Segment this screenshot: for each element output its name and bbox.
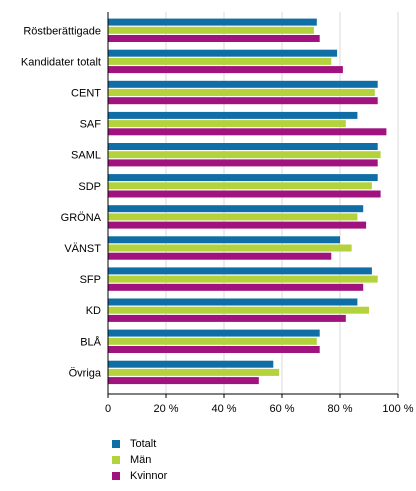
bar: [108, 89, 375, 96]
legend: Totalt Män Kvinnor: [112, 436, 167, 484]
bar: [108, 298, 358, 306]
x-axis: 0 20 % 40 % 60 % 80 % 100 %: [105, 12, 414, 415]
x-tick-label: 80 %: [327, 403, 352, 415]
x-tick-label: 0: [105, 403, 111, 415]
bar: [108, 35, 320, 42]
category-label: Övriga: [69, 367, 102, 379]
legend-swatch-totalt: [112, 440, 120, 448]
bar: [108, 337, 317, 345]
category-label: Röstberättigade: [23, 25, 101, 37]
bar: [108, 283, 364, 291]
bar: [108, 159, 378, 167]
bar: [108, 275, 378, 283]
legend-swatch-man: [112, 456, 120, 464]
bar: [108, 174, 378, 182]
bar: [108, 329, 320, 337]
bar: [108, 26, 314, 34]
x-tick-label: 100 %: [382, 403, 413, 415]
category-label: SAF: [80, 119, 102, 131]
bar: [108, 360, 274, 368]
bar: [108, 143, 378, 150]
x-tick-label: 60 %: [269, 403, 294, 415]
category-label: SAML: [71, 150, 101, 162]
x-tick-label: 40 %: [211, 403, 236, 415]
bar: [108, 18, 317, 26]
legend-label-kvinnor: Kvinnor: [130, 470, 168, 482]
bar: [108, 221, 367, 229]
bar: [108, 151, 381, 159]
bar: [108, 252, 332, 260]
bar: [108, 236, 340, 244]
x-tick-label: 20 %: [153, 403, 178, 415]
bar: [108, 66, 343, 74]
category-labels: Röstberättigade Kandidater totalt CENT SAF S…: [21, 25, 102, 379]
bar: [108, 80, 378, 88]
bar: [108, 267, 372, 275]
legend-item-kvinnor: Kvinnor: [112, 468, 167, 484]
bar: [108, 57, 332, 65]
category-label: KD: [86, 305, 101, 317]
bar: [108, 182, 372, 190]
bar: [108, 111, 358, 119]
category-label: SDP: [78, 181, 101, 193]
bar: [108, 368, 280, 376]
category-label: CENT: [71, 88, 101, 100]
bar: [108, 346, 320, 353]
bar: [108, 377, 259, 385]
category-label: BLÅ: [80, 335, 101, 348]
bar: [108, 306, 369, 314]
legend-item-totalt: Totalt: [112, 436, 167, 452]
legend-item-man: Män: [112, 452, 167, 468]
legend-swatch-kvinnor: [112, 472, 120, 480]
bar: [108, 120, 346, 128]
bar: [108, 244, 352, 252]
category-label: GRÖNA: [61, 212, 102, 224]
legend-label-man: Män: [130, 454, 152, 466]
category-label: SFP: [80, 274, 101, 286]
bar: [108, 128, 387, 136]
bar: [108, 213, 358, 221]
legend-label-totalt: Totalt: [130, 438, 157, 450]
bar: [108, 205, 364, 213]
bar: [108, 97, 378, 105]
bar: [108, 314, 346, 322]
category-label: VÄNST: [64, 243, 101, 255]
bar: [108, 49, 338, 57]
bars: [108, 18, 387, 385]
bar: [108, 190, 381, 198]
category-label: Kandidater totalt: [21, 56, 101, 68]
